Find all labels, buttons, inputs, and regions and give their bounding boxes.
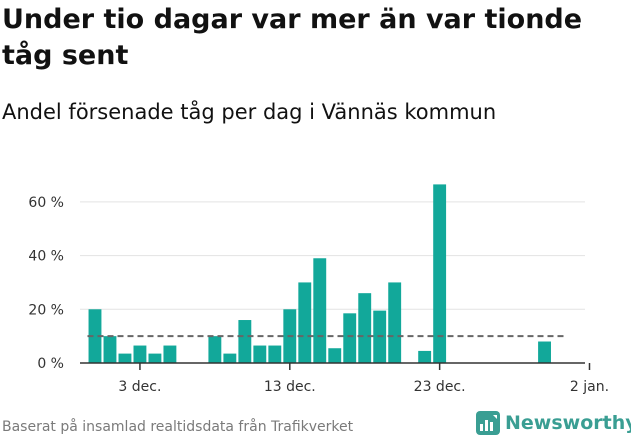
- bar: [268, 345, 282, 363]
- bar: [298, 282, 312, 363]
- bar: [433, 184, 447, 363]
- source-note: Baserat på insamlad realtidsdata från Tr…: [2, 419, 354, 435]
- bar: [88, 309, 102, 363]
- chart-subtitle: Andel försenade tåg per dag i Vännäs kom…: [2, 100, 497, 124]
- bar: [343, 313, 357, 363]
- bar: [118, 353, 132, 363]
- newsworthy-logo-icon: [476, 411, 500, 435]
- brand-logo: Newsworthy: [476, 410, 631, 436]
- bar: [388, 282, 402, 363]
- x-tick-label: 3 dec.: [118, 379, 161, 395]
- y-tick-label: 0 %: [37, 356, 64, 372]
- x-tick-label: 13 dec.: [264, 379, 316, 395]
- brand-name: Newsworthy: [505, 412, 631, 434]
- bar: [538, 341, 551, 363]
- bar: [103, 336, 117, 363]
- bar: [328, 348, 342, 363]
- bar: [358, 293, 372, 363]
- bar: [163, 345, 177, 363]
- bar: [253, 345, 267, 363]
- y-tick-label: 40 %: [28, 249, 64, 265]
- x-tick-label: 2 jan.: [570, 379, 609, 395]
- chart-title: Under tio dagar var mer än var tionde tå…: [2, 4, 583, 71]
- x-tick-label: 23 dec.: [414, 379, 466, 395]
- bar: [418, 350, 432, 363]
- bar: [313, 258, 327, 363]
- y-tick-label: 20 %: [28, 302, 64, 318]
- y-tick-label: 60 %: [28, 195, 64, 211]
- bar: [238, 320, 252, 363]
- bar: [208, 336, 222, 363]
- bar: [133, 345, 147, 363]
- bar: [223, 353, 237, 363]
- bar: [148, 353, 162, 363]
